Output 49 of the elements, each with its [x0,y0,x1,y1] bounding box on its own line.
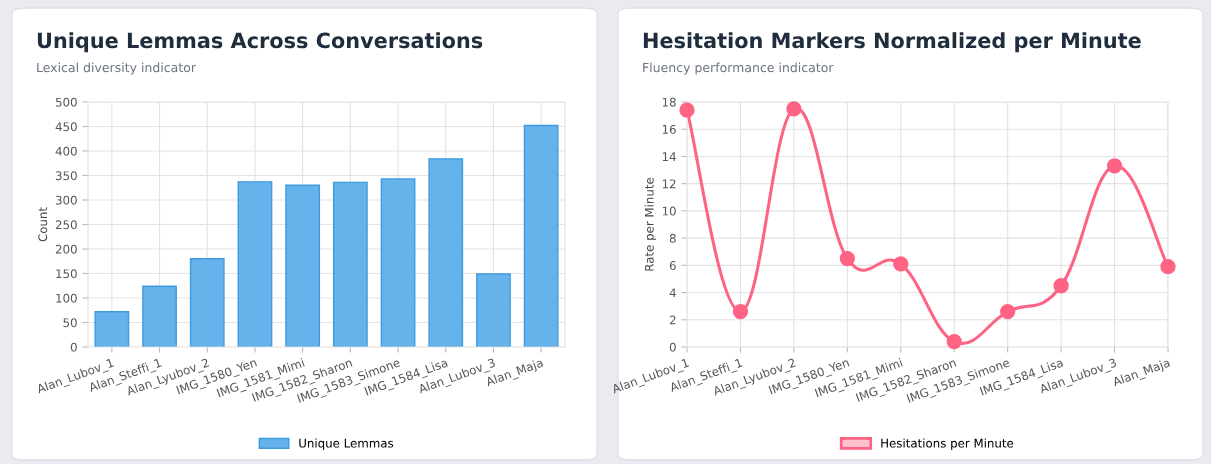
y-tick-label: 8 [669,233,676,243]
y-tick-label: 300 [55,195,77,205]
y-axis-title: Count [38,207,48,242]
point [946,333,962,350]
chart-title: Hesitation Markers Normalized per Minute [643,32,1141,53]
point [1160,259,1176,275]
y-tick-label: 0 [669,342,676,352]
point [786,101,802,117]
y-tick-label: 12 [662,179,676,189]
bar [189,258,225,347]
bar [428,158,464,347]
chart-subtitle: Fluency performance indicator [643,62,834,75]
y-tick-label: 50 [63,318,77,328]
y-tick-label: 500 [55,97,77,107]
y-tick-label: 2 [669,315,676,325]
bar [285,184,321,347]
bar [523,124,559,347]
point [1106,158,1123,174]
y-tick-label: 4 [669,288,676,298]
y-axis-title: Rate per Minute [644,177,657,271]
y-tick-label: 18 [662,97,676,107]
legend-label: Unique Lemmas [299,438,394,450]
y-tick-label: 150 [56,269,77,279]
point [1000,303,1016,320]
chart-title: Unique Lemmas Across Conversations [37,32,483,53]
y-tick-label: 16 [662,124,676,134]
point [732,303,749,320]
point [1053,278,1069,294]
point [893,256,909,272]
y-tick-label: 10 [662,206,676,216]
point [679,102,695,118]
bar [94,311,130,347]
y-tick-label: 14 [662,152,676,161]
y-tick-label: 350 [55,171,77,181]
y-tick-label: 400 [55,146,77,156]
bar [380,178,416,347]
bar [237,181,273,347]
y-tick-label: 6 [669,261,676,270]
chart-subtitle: Lexical diversity indicator [37,62,196,75]
y-tick-label: 450 [55,122,77,132]
bar [476,273,511,347]
bar [142,285,177,347]
y-tick-label: 0 [70,342,77,352]
legend-label: Hesitations per Minute [881,438,1014,450]
y-tick-label: 250 [55,220,77,230]
y-tick-label: 100 [56,293,77,303]
y-tick-label: 200 [55,244,77,254]
bar [332,181,368,347]
point [839,250,855,267]
